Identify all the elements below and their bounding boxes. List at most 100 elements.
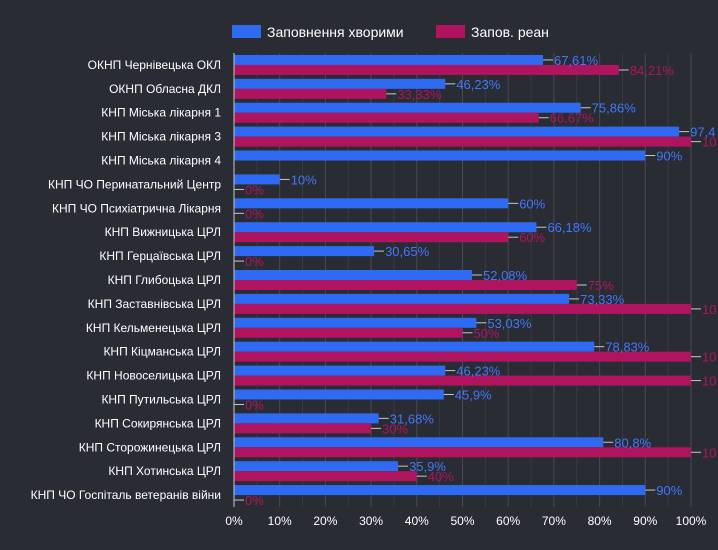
data-label-series-1: 73,33% — [580, 292, 625, 307]
legend-label-series-2: Запов. реан — [471, 24, 549, 40]
category-label: КНП Кельменецька ЦРЛ — [86, 321, 221, 335]
data-label-series-1: 90% — [656, 149, 682, 164]
bar-series-1 — [234, 246, 375, 257]
bar-series-1 — [234, 461, 399, 472]
data-label-series-1: 66,18% — [547, 220, 592, 235]
category-label: КНП ЧО Госпіталь ветеранів війни — [31, 488, 221, 502]
data-label-series-1: 60% — [519, 196, 545, 211]
data-label-series-1: 80,8% — [614, 435, 651, 450]
data-label-series-1: 10% — [291, 172, 317, 187]
data-label-series-1: 31,68% — [390, 411, 435, 426]
data-label-series-2: 66,67% — [550, 111, 595, 126]
data-labels-layer: 67,61% 84,21% 46,23% 33,33% 75,86%66,67% 97,4… — [234, 53, 716, 508]
bar-series-1 — [234, 102, 581, 113]
data-label-series-2: 40% — [428, 469, 454, 484]
bar-series-1 — [234, 78, 446, 89]
data-label-series-1: 75,86% — [592, 101, 637, 116]
data-label-series-2: 84,21% — [630, 63, 675, 78]
data-label-series-1: 53,03% — [487, 316, 532, 331]
bar-series-1 — [234, 126, 680, 137]
bar-series-1 — [234, 389, 444, 400]
category-label: КНП Міська лікарня 4 — [101, 154, 221, 168]
category-label: КНП Герцаївська ЦРЛ — [99, 249, 221, 263]
data-label-series-2: 10 — [702, 302, 716, 317]
data-label-series-2: 10 — [702, 374, 716, 389]
bar-series-1 — [234, 293, 570, 304]
x-tick-label: 50% — [450, 514, 474, 528]
bar-series-1 — [234, 485, 646, 496]
category-label: КНП Новоселицька ЦРЛ — [86, 369, 221, 383]
category-label: КНП ЧО Психіатрична Лікарня — [52, 201, 221, 215]
bar-series-1 — [234, 317, 477, 328]
bar-series-1 — [234, 174, 280, 185]
data-label-series-2: 0% — [245, 182, 264, 197]
data-label-series-2: 0% — [245, 397, 264, 412]
data-label-series-1: 46,23% — [456, 364, 501, 379]
category-label: КНП Глибоцька ЦРЛ — [108, 273, 221, 287]
data-label-series-1: 35,9% — [409, 459, 446, 474]
data-label-series-2: 30% — [382, 421, 408, 436]
axes: 0% 10% 20% 30% 40% 50% 60% 70% 80% 90% 100% ОКНП Че… — [31, 53, 707, 528]
x-tick-label: 70% — [542, 514, 566, 528]
category-label: КНП ЧО Перинатальний Центр — [48, 177, 221, 191]
category-label: КНП Міська лікарня 3 — [101, 130, 221, 144]
bar-series-2 — [234, 423, 372, 434]
data-label-series-1: 78,83% — [605, 340, 650, 355]
x-tick-label: 30% — [359, 514, 383, 528]
bar-series-2 — [234, 375, 691, 386]
data-label-series-2: 75% — [588, 278, 614, 293]
bar-series-2 — [234, 471, 417, 482]
bar-series-2 — [234, 64, 619, 75]
bar-series-2 — [234, 136, 691, 147]
category-label: ОКНП Чернівецька ОКЛ — [88, 58, 221, 72]
data-label-series-1: 67,61% — [554, 53, 599, 68]
bar-series-1 — [234, 365, 446, 376]
bar-series-2 — [234, 447, 691, 458]
data-label-series-1: 90% — [656, 483, 682, 498]
category-label: ОКНП Обласна ДКЛ — [109, 82, 221, 96]
bar-series-1 — [234, 222, 537, 233]
category-label: КНП Путильська ЦРЛ — [101, 392, 221, 406]
bar-series-1 — [234, 437, 604, 448]
data-label-series-2: 0% — [245, 206, 264, 221]
data-label-series-2: 50% — [474, 326, 500, 341]
legend-swatch-series-1 — [232, 25, 261, 38]
data-label-series-2: 33,33% — [397, 87, 442, 102]
data-label-series-1: 30,65% — [385, 244, 430, 259]
bar-series-2 — [234, 88, 387, 99]
category-label: КНП Сторожинецька ЦРЛ — [79, 440, 221, 454]
bar-series-2 — [234, 327, 463, 338]
data-label-series-1: 45,9% — [455, 387, 492, 402]
x-tick-label: 90% — [633, 514, 657, 528]
bar-series-1 — [234, 341, 595, 352]
data-label-series-2: 60% — [519, 230, 545, 245]
bars-layer — [234, 54, 691, 496]
bar-series-2 — [234, 112, 539, 123]
bar-series-2 — [234, 232, 509, 243]
bar-series-2 — [234, 351, 691, 362]
data-label-series-2: 10 — [702, 445, 716, 460]
bar-series-2 — [234, 303, 691, 314]
data-label-series-2: 10 — [702, 350, 716, 365]
bar-series-1 — [234, 413, 379, 424]
data-label-series-2: 10 — [702, 135, 716, 150]
x-tick-label: 0% — [225, 514, 243, 528]
data-label-series-1: 46,23% — [456, 77, 501, 92]
x-tick-label: 80% — [588, 514, 612, 528]
x-tick-label: 60% — [496, 514, 520, 528]
data-label-series-2: 0% — [245, 493, 264, 508]
x-tick-label: 10% — [268, 514, 292, 528]
legend-label-series-1: Заповнення хворими — [267, 24, 404, 40]
data-label-series-1: 97,4 — [690, 125, 715, 140]
bar-series-1 — [234, 54, 543, 65]
category-label: КНП Вижницька ЦРЛ — [105, 225, 221, 239]
category-label: КНП Заставнівська ЦРЛ — [88, 297, 221, 311]
bar-series-1 — [234, 150, 646, 161]
category-label: КНП Кіцманська ЦРЛ — [103, 345, 221, 359]
x-tick-label: 20% — [313, 514, 337, 528]
category-label: КНП Міська лікарня 1 — [101, 106, 221, 120]
bar-series-1 — [234, 198, 509, 209]
x-tick-label: 40% — [405, 514, 429, 528]
category-label: КНП Хотинська ЦРЛ — [108, 464, 221, 478]
